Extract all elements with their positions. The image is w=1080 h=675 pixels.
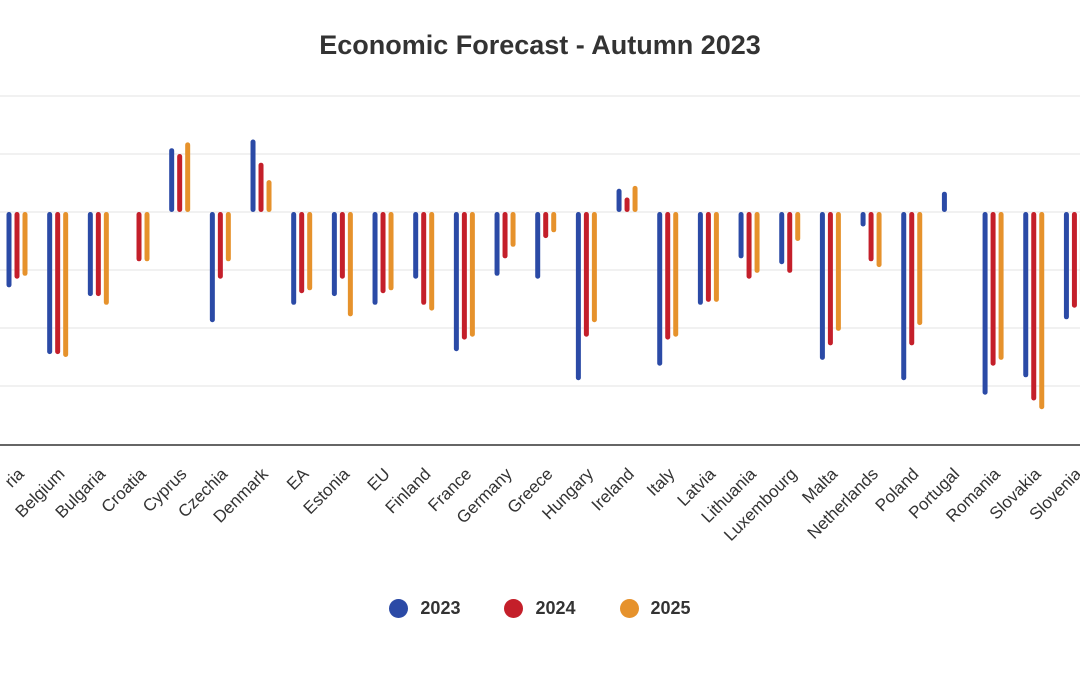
bar-belgium-2023[interactable] (47, 212, 53, 355)
bar-luxembourg-2023[interactable] (779, 212, 785, 265)
bar-netherlands-2023[interactable] (860, 212, 866, 227)
category-label: ria (1, 464, 28, 491)
bar-ea-2024[interactable] (299, 212, 305, 294)
bar-ireland-2023[interactable] (616, 188, 622, 212)
bar-latvia-2025[interactable] (713, 212, 719, 302)
bar-ea-2025[interactable] (307, 212, 313, 291)
bar-slovakia-2024[interactable] (1031, 212, 1037, 401)
bar-czechia-2024[interactable] (217, 212, 223, 279)
bar-estonia-2024[interactable] (339, 212, 345, 279)
bar-bulgaria-2023[interactable] (87, 212, 93, 297)
bar-hungary-2025[interactable] (591, 212, 597, 323)
bar-greece-2025[interactable] (551, 212, 557, 233)
bars (6, 139, 1080, 410)
bar-austria-2024[interactable] (14, 212, 20, 279)
bar-italy-2024[interactable] (665, 212, 671, 340)
legend-label: 2025 (650, 598, 691, 618)
legend-item-2024[interactable]: 2024 (504, 598, 576, 619)
legend-item-2023[interactable]: 2023 (389, 598, 460, 619)
bar-finland-2024[interactable] (421, 212, 427, 305)
bar-italy-2023[interactable] (657, 212, 663, 366)
bar-croatia-2024[interactable] (136, 212, 142, 262)
category-label: Italy (643, 464, 679, 500)
bar-netherlands-2025[interactable] (876, 212, 882, 268)
bar-slovakia-2023[interactable] (1023, 212, 1029, 378)
bar-germany-2023[interactable] (494, 212, 500, 276)
bar-denmark-2025[interactable] (266, 180, 272, 212)
bar-france-2025[interactable] (469, 212, 475, 337)
bar-malta-2024[interactable] (827, 212, 833, 346)
bar-romania-2025[interactable] (998, 212, 1004, 360)
bar-lithuania-2025[interactable] (754, 212, 760, 273)
bar-lithuania-2023[interactable] (738, 212, 744, 259)
bar-luxembourg-2024[interactable] (787, 212, 793, 273)
bar-slovenia-2024[interactable] (1071, 212, 1077, 308)
bar-austria-2025[interactable] (22, 212, 28, 276)
bar-latvia-2024[interactable] (705, 212, 711, 302)
bar-belgium-2024[interactable] (55, 212, 61, 355)
bar-germany-2025[interactable] (510, 212, 516, 247)
legend-marker (619, 599, 639, 618)
bar-france-2024[interactable] (461, 212, 467, 340)
bar-czechia-2023[interactable] (209, 212, 215, 323)
bar-romania-2023[interactable] (982, 212, 988, 395)
bar-croatia-2025[interactable] (144, 212, 150, 262)
bar-cyprus-2025[interactable] (185, 142, 191, 212)
bar-hungary-2023[interactable] (575, 212, 581, 381)
bar-romania-2024[interactable] (990, 212, 996, 366)
legend-marker (389, 599, 409, 618)
category-label: Ireland (588, 464, 638, 514)
bar-italy-2025[interactable] (673, 212, 679, 337)
bar-austria-2023[interactable] (6, 212, 12, 288)
bar-hungary-2024[interactable] (583, 212, 589, 337)
legend-label: 2024 (535, 598, 576, 618)
bar-ea-2023[interactable] (291, 212, 297, 305)
bar-luxembourg-2025[interactable] (795, 212, 801, 241)
bar-poland-2025[interactable] (917, 212, 923, 326)
bar-poland-2023[interactable] (901, 212, 907, 381)
bar-bulgaria-2024[interactable] (95, 212, 101, 297)
bar-eu-2024[interactable] (380, 212, 386, 294)
bar-cyprus-2023[interactable] (169, 148, 175, 212)
bar-poland-2024[interactable] (909, 212, 915, 346)
bar-slovakia-2025[interactable] (1039, 212, 1045, 410)
bar-czechia-2025[interactable] (225, 212, 231, 262)
bar-slovenia-2023[interactable] (1063, 212, 1069, 320)
bar-portugal-2023[interactable] (941, 191, 947, 212)
bar-eu-2023[interactable] (372, 212, 378, 305)
bar-greece-2024[interactable] (543, 212, 549, 239)
bar-finland-2023[interactable] (413, 212, 419, 279)
chart-title: Economic Forecast - Autumn 2023 (319, 30, 761, 60)
bar-ireland-2024[interactable] (624, 197, 630, 213)
category-label: EA (283, 464, 313, 494)
bar-estonia-2023[interactable] (331, 212, 337, 297)
bar-greece-2023[interactable] (535, 212, 541, 279)
legend: 2023 2024 2025 (0, 598, 1080, 619)
bar-malta-2025[interactable] (835, 212, 841, 331)
category-labels: riaBelgiumBulgariaCroatiaCyprusCzechiaDe… (1, 464, 1080, 545)
bar-cyprus-2024[interactable] (177, 154, 183, 212)
bar-belgium-2025[interactable] (63, 212, 69, 357)
category-label: Finland (382, 464, 435, 517)
legend-label: 2023 (420, 598, 461, 618)
category-label: Estonia (300, 464, 354, 518)
bar-eu-2025[interactable] (388, 212, 394, 291)
category-label: EU (364, 464, 394, 494)
legend-marker (504, 599, 524, 618)
bar-france-2023[interactable] (453, 212, 459, 352)
bar-ireland-2025[interactable] (632, 185, 638, 212)
bar-germany-2024[interactable] (502, 212, 508, 259)
bar-malta-2023[interactable] (819, 212, 825, 360)
legend-item-2025[interactable]: 2025 (619, 598, 691, 619)
bar-lithuania-2024[interactable] (746, 212, 752, 279)
bar-netherlands-2024[interactable] (868, 212, 874, 262)
bar-bulgaria-2025[interactable] (103, 212, 109, 305)
bar-denmark-2024[interactable] (258, 162, 264, 212)
bar-latvia-2023[interactable] (697, 212, 703, 305)
bar-denmark-2023[interactable] (250, 139, 256, 213)
bar-finland-2025[interactable] (429, 212, 435, 311)
bar-estonia-2025[interactable] (347, 212, 353, 317)
category-label: Croatia (98, 464, 151, 517)
